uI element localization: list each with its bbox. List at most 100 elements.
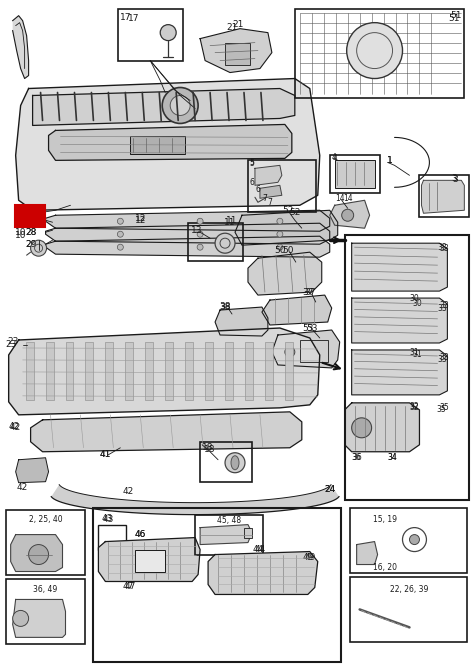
Text: 24: 24 bbox=[324, 485, 335, 494]
Text: 23: 23 bbox=[5, 340, 16, 350]
Polygon shape bbox=[255, 165, 282, 185]
Polygon shape bbox=[51, 484, 339, 515]
Circle shape bbox=[118, 244, 123, 250]
Bar bbox=[85, 342, 93, 400]
Polygon shape bbox=[200, 29, 272, 72]
Text: 33: 33 bbox=[439, 244, 449, 253]
Text: 7: 7 bbox=[267, 198, 273, 207]
Bar bbox=[26, 342, 34, 400]
Text: 6: 6 bbox=[249, 178, 255, 187]
Bar bbox=[99, 525, 127, 550]
Bar bbox=[46, 342, 54, 400]
Bar bbox=[6, 510, 85, 574]
Circle shape bbox=[13, 611, 28, 627]
Text: 51: 51 bbox=[451, 11, 462, 20]
Circle shape bbox=[197, 231, 203, 238]
Bar bbox=[65, 342, 73, 400]
Polygon shape bbox=[46, 223, 330, 244]
Text: 17: 17 bbox=[128, 14, 139, 23]
Text: 35: 35 bbox=[439, 403, 449, 413]
Circle shape bbox=[277, 218, 283, 224]
Text: 42: 42 bbox=[123, 487, 134, 496]
Text: 34: 34 bbox=[388, 453, 397, 462]
Bar bbox=[200, 442, 252, 482]
Text: 44: 44 bbox=[255, 545, 265, 554]
Text: 18: 18 bbox=[202, 444, 214, 452]
Circle shape bbox=[162, 87, 198, 123]
Text: 10: 10 bbox=[15, 227, 27, 237]
Polygon shape bbox=[11, 535, 63, 572]
Polygon shape bbox=[13, 15, 28, 79]
Text: 50: 50 bbox=[274, 246, 286, 255]
Bar bbox=[244, 527, 252, 537]
Text: 28: 28 bbox=[25, 227, 36, 237]
Circle shape bbox=[28, 545, 48, 564]
Bar bbox=[188, 223, 243, 261]
Text: 5: 5 bbox=[249, 158, 255, 167]
Polygon shape bbox=[31, 412, 302, 452]
Polygon shape bbox=[352, 350, 447, 395]
Text: 45, 48: 45, 48 bbox=[217, 516, 241, 525]
Circle shape bbox=[277, 244, 283, 250]
Text: 42: 42 bbox=[17, 483, 28, 493]
Bar bbox=[93, 508, 341, 662]
Polygon shape bbox=[215, 307, 268, 336]
Polygon shape bbox=[13, 599, 65, 637]
Bar bbox=[248, 160, 316, 212]
Text: 27: 27 bbox=[25, 216, 36, 225]
Text: 14: 14 bbox=[335, 194, 345, 203]
Text: 49: 49 bbox=[302, 553, 313, 562]
Bar bbox=[6, 580, 85, 644]
Text: 47: 47 bbox=[125, 582, 136, 591]
Text: 18: 18 bbox=[204, 446, 216, 454]
Polygon shape bbox=[352, 298, 447, 343]
Text: 33: 33 bbox=[438, 243, 447, 252]
Text: 2, 25, 40: 2, 25, 40 bbox=[29, 515, 63, 524]
Text: 36: 36 bbox=[353, 453, 363, 462]
Bar bbox=[195, 515, 263, 554]
Text: 31: 31 bbox=[410, 348, 419, 358]
Text: 3: 3 bbox=[452, 174, 457, 183]
Text: 29: 29 bbox=[25, 240, 36, 249]
Polygon shape bbox=[330, 200, 370, 228]
Circle shape bbox=[346, 23, 402, 79]
Text: 38: 38 bbox=[219, 301, 231, 311]
Polygon shape bbox=[235, 210, 337, 245]
Text: 33: 33 bbox=[438, 356, 447, 364]
Circle shape bbox=[160, 25, 176, 41]
Text: 33: 33 bbox=[439, 301, 449, 309]
Polygon shape bbox=[356, 541, 378, 564]
Polygon shape bbox=[33, 89, 295, 125]
Text: 46: 46 bbox=[135, 530, 146, 539]
Polygon shape bbox=[208, 552, 318, 595]
Text: 36, 49: 36, 49 bbox=[34, 585, 58, 594]
Text: 28: 28 bbox=[25, 227, 36, 237]
Text: 41: 41 bbox=[100, 450, 111, 459]
Text: 53: 53 bbox=[306, 323, 318, 333]
Circle shape bbox=[197, 244, 203, 250]
Circle shape bbox=[277, 231, 283, 238]
Text: 42: 42 bbox=[9, 422, 20, 431]
Bar bbox=[118, 9, 183, 60]
Text: 27: 27 bbox=[25, 216, 36, 225]
Text: 9: 9 bbox=[26, 208, 31, 217]
Text: 36: 36 bbox=[352, 453, 362, 462]
Bar bbox=[205, 342, 213, 400]
Text: 29: 29 bbox=[25, 240, 36, 249]
Text: 33: 33 bbox=[439, 354, 449, 362]
Bar bbox=[245, 342, 253, 400]
Text: 6: 6 bbox=[255, 185, 260, 194]
Text: 53: 53 bbox=[302, 323, 313, 333]
Text: 37: 37 bbox=[302, 288, 313, 297]
Polygon shape bbox=[48, 124, 292, 160]
Text: 43: 43 bbox=[102, 514, 113, 523]
Text: 17: 17 bbox=[119, 13, 131, 22]
Circle shape bbox=[118, 218, 123, 224]
Bar bbox=[350, 508, 467, 572]
Text: 7: 7 bbox=[263, 194, 267, 203]
Polygon shape bbox=[200, 525, 252, 545]
Text: 1: 1 bbox=[387, 156, 392, 165]
Polygon shape bbox=[262, 295, 332, 325]
Text: 52: 52 bbox=[289, 208, 301, 217]
Text: 9: 9 bbox=[26, 211, 31, 219]
